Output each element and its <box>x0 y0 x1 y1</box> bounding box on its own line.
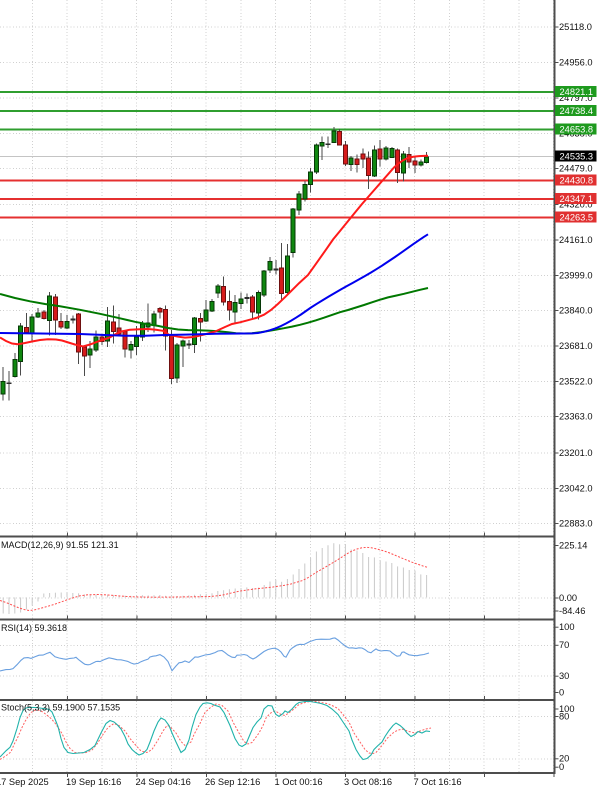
svg-text:RSI(14) 59.3618: RSI(14) 59.3618 <box>1 623 67 633</box>
svg-text:24797.0: 24797.0 <box>559 93 593 103</box>
svg-text:24956.0: 24956.0 <box>559 57 593 67</box>
svg-text:100: 100 <box>559 622 575 632</box>
svg-text:23042.0: 23042.0 <box>559 483 593 493</box>
svg-text:24738.4: 24738.4 <box>560 106 594 116</box>
svg-text:Stoch(5,3,3) 59.1900 57.1535: Stoch(5,3,3) 59.1900 57.1535 <box>1 703 120 713</box>
svg-text:24263.5: 24263.5 <box>560 212 594 222</box>
svg-text:-84.46: -84.46 <box>559 606 585 616</box>
svg-text:23681.0: 23681.0 <box>559 341 593 351</box>
svg-text:23999.0: 23999.0 <box>559 270 593 280</box>
svg-text:0: 0 <box>559 762 564 772</box>
svg-text:23363.0: 23363.0 <box>559 411 593 421</box>
svg-text:20: 20 <box>559 754 569 764</box>
svg-text:30: 30 <box>559 671 569 681</box>
svg-text:1 Oct 00:16: 1 Oct 00:16 <box>275 777 323 787</box>
svg-text:24161.0: 24161.0 <box>559 235 593 245</box>
svg-text:24 Sep 04:16: 24 Sep 04:16 <box>136 777 191 787</box>
svg-text:225.14: 225.14 <box>559 540 587 550</box>
svg-text:0: 0 <box>559 687 564 697</box>
svg-text:25118.0: 25118.0 <box>559 22 592 32</box>
svg-text:26 Sep 12:16: 26 Sep 12:16 <box>205 777 260 787</box>
svg-text:23201.0: 23201.0 <box>559 448 593 458</box>
svg-text:0.00: 0.00 <box>559 593 577 603</box>
svg-text:80: 80 <box>559 711 569 721</box>
svg-text:24821.1: 24821.1 <box>560 87 594 97</box>
svg-text:17 Sep 2025: 17 Sep 2025 <box>0 777 49 787</box>
svg-text:24479.0: 24479.0 <box>559 163 593 173</box>
svg-text:24320.0: 24320.0 <box>559 199 593 209</box>
svg-text:3 Oct 08:16: 3 Oct 08:16 <box>344 777 392 787</box>
svg-text:22883.0: 22883.0 <box>559 518 593 528</box>
svg-text:100: 100 <box>559 704 575 714</box>
svg-text:70: 70 <box>559 640 569 650</box>
svg-text:7 Oct 16:16: 7 Oct 16:16 <box>414 777 462 787</box>
svg-text:23840.0: 23840.0 <box>559 305 593 315</box>
svg-text:23522.0: 23522.0 <box>559 376 593 386</box>
svg-text:24653.8: 24653.8 <box>560 124 594 134</box>
svg-text:24535.3: 24535.3 <box>560 151 594 161</box>
svg-text:MACD(12,26,9) 91.55 121.31: MACD(12,26,9) 91.55 121.31 <box>1 540 119 550</box>
svg-text:24430.8: 24430.8 <box>560 175 594 185</box>
svg-text:24347.1: 24347.1 <box>560 194 594 204</box>
svg-text:19 Sep 16:16: 19 Sep 16:16 <box>66 777 121 787</box>
